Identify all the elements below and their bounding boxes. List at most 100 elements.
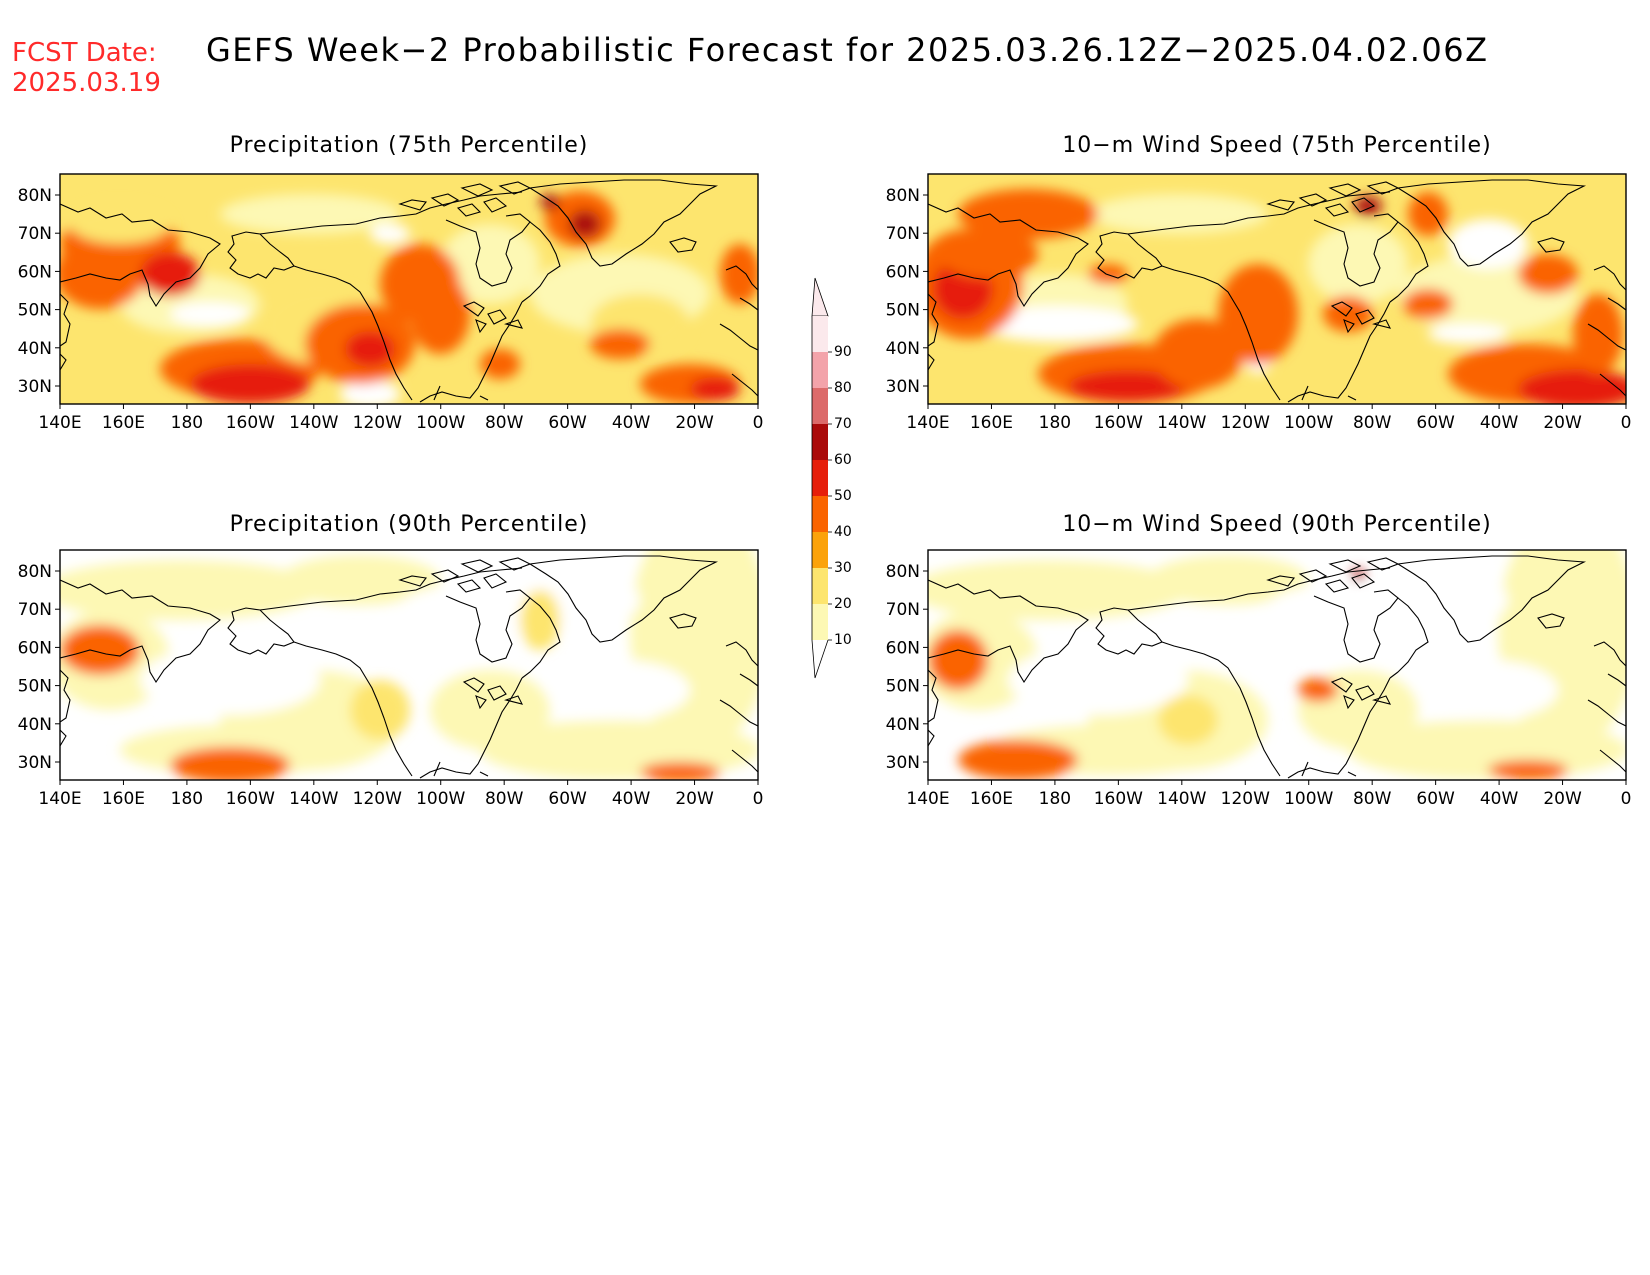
lon-tick-label: 100W	[416, 413, 465, 433]
lon-tick-label: 140W	[1157, 789, 1206, 809]
map-shading	[60, 550, 758, 780]
colorbar-swatch	[812, 604, 828, 640]
lon-tick-label: 60W	[1416, 789, 1455, 809]
lat-tick-label: 70N	[886, 600, 920, 620]
lat-tick-label: 40N	[886, 715, 920, 735]
lat-tick-label: 80N	[18, 562, 52, 582]
lon-tick-label: 180	[1039, 413, 1071, 433]
lat-tick-label: 40N	[886, 339, 920, 359]
map-frame	[59, 549, 759, 781]
lon-tick-label: 160E	[102, 413, 145, 433]
lon-tick-label: 40W	[1480, 789, 1519, 809]
fcst-date-label: FCST Date:	[12, 38, 157, 68]
lat-tick-label: 80N	[886, 186, 920, 206]
lon-tick-label: 80W	[1353, 413, 1392, 433]
lon-tick-label: 140W	[289, 789, 338, 809]
lon-tick-label: 20W	[675, 413, 714, 433]
lon-tick-label: 40W	[612, 413, 651, 433]
colorbar-swatch	[812, 460, 828, 496]
lon-tick-label: 180	[1039, 789, 1071, 809]
lon-tick-label: 0	[1621, 413, 1632, 433]
lat-tick-label: 60N	[886, 262, 920, 282]
colorbar-swatch	[812, 388, 828, 424]
lon-tick-label: 180	[171, 413, 203, 433]
lon-tick-label: 140E	[38, 413, 81, 433]
lat-tick-label: 30N	[886, 377, 920, 397]
main-title: GEFS Week−2 Probabilistic Forecast for 2…	[206, 31, 1489, 69]
colorbar-top-arrow	[811, 277, 829, 317]
map-panel-precip-90: Precipitation (90th Percentile) 80N 70N 60N…	[18, 512, 764, 809]
lat-tick-label: 70N	[18, 224, 52, 244]
panel-title: 10−m Wind Speed (90th Percentile)	[1062, 512, 1491, 537]
lon-tick-label: 160W	[1094, 413, 1143, 433]
lon-tick-label: 120W	[353, 789, 402, 809]
lon-tick-label: 100W	[416, 789, 465, 809]
lat-tick-label: 70N	[886, 224, 920, 244]
lon-tick-label: 100W	[1284, 413, 1333, 433]
lon-tick-label: 20W	[1543, 789, 1582, 809]
lat-tick-label: 30N	[886, 753, 920, 773]
colorbar-level-label: 40	[834, 524, 852, 540]
colorbar-level-label: 10	[834, 632, 852, 648]
lon-tick-label: 160W	[1094, 789, 1143, 809]
lon-tick-label: 140E	[38, 789, 81, 809]
colorbar-legend: 90 80 70 60 50 40 30 20 10	[811, 277, 852, 679]
lon-tick-label: 0	[753, 413, 764, 433]
panel-title: Precipitation (75th Percentile)	[230, 133, 589, 158]
map-frame	[927, 173, 1627, 405]
lon-tick-label: 120W	[353, 413, 402, 433]
lat-tick-label: 80N	[18, 186, 52, 206]
lat-tick-label: 60N	[18, 638, 52, 658]
lat-tick-label: 30N	[18, 377, 52, 397]
colorbar-swatch	[812, 568, 828, 604]
lon-tick-label: 40W	[612, 789, 651, 809]
lon-tick-label: 80W	[1353, 789, 1392, 809]
lon-tick-label: 80W	[485, 789, 524, 809]
panels-layer: Precipitation (75th Percentile) 80N 70N 60N…	[18, 133, 1632, 809]
map-shading	[928, 550, 1626, 780]
colorbar-swatch	[812, 424, 828, 460]
map-shading	[60, 174, 758, 404]
lon-tick-label: 180	[171, 789, 203, 809]
lat-tick-label: 60N	[886, 638, 920, 658]
map-panel-wind-75: 10−m Wind Speed (75th Percentile) 80N 70N 6…	[886, 133, 1632, 433]
lat-tick-label: 50N	[18, 301, 52, 321]
lat-tick-label: 50N	[18, 677, 52, 697]
lat-tick-label: 30N	[18, 753, 52, 773]
lat-tick-label: 80N	[886, 562, 920, 582]
colorbar-level-label: 90	[834, 344, 852, 360]
map-frame	[59, 173, 759, 405]
lon-tick-label: 160E	[970, 413, 1013, 433]
lat-tick-label: 70N	[18, 600, 52, 620]
lon-tick-label: 0	[1621, 789, 1632, 809]
lon-tick-label: 120W	[1221, 789, 1270, 809]
lat-tick-label: 40N	[18, 339, 52, 359]
lon-tick-label: 60W	[548, 789, 587, 809]
lon-tick-label: 160W	[226, 789, 275, 809]
panel-title: Precipitation (90th Percentile)	[230, 512, 589, 537]
map-frame	[927, 549, 1627, 781]
lon-tick-label: 40W	[1480, 413, 1519, 433]
lon-tick-label: 20W	[1543, 413, 1582, 433]
lon-tick-label: 20W	[675, 789, 714, 809]
colorbar-swatch	[812, 532, 828, 568]
colorbar-level-label: 20	[834, 596, 852, 612]
panel-title: 10−m Wind Speed (75th Percentile)	[1062, 133, 1491, 158]
fcst-date-value: 2025.03.19	[12, 68, 161, 98]
lon-tick-label: 140W	[1157, 413, 1206, 433]
colorbar-swatch	[812, 496, 828, 532]
lon-tick-label: 60W	[1416, 413, 1455, 433]
lat-tick-label: 50N	[886, 301, 920, 321]
colorbar-swatch	[812, 352, 828, 388]
lon-tick-label: 120W	[1221, 413, 1270, 433]
colorbar-level-label: 50	[834, 488, 852, 504]
lat-tick-label: 40N	[18, 715, 52, 735]
colorbar-bottom-arrow	[811, 639, 829, 679]
colorbar-level-label: 30	[834, 560, 852, 576]
colorbar-level-label: 70	[834, 416, 852, 432]
lon-tick-label: 80W	[485, 413, 524, 433]
lon-tick-label: 160E	[970, 789, 1013, 809]
lat-tick-label: 60N	[18, 262, 52, 282]
lon-tick-label: 0	[753, 789, 764, 809]
